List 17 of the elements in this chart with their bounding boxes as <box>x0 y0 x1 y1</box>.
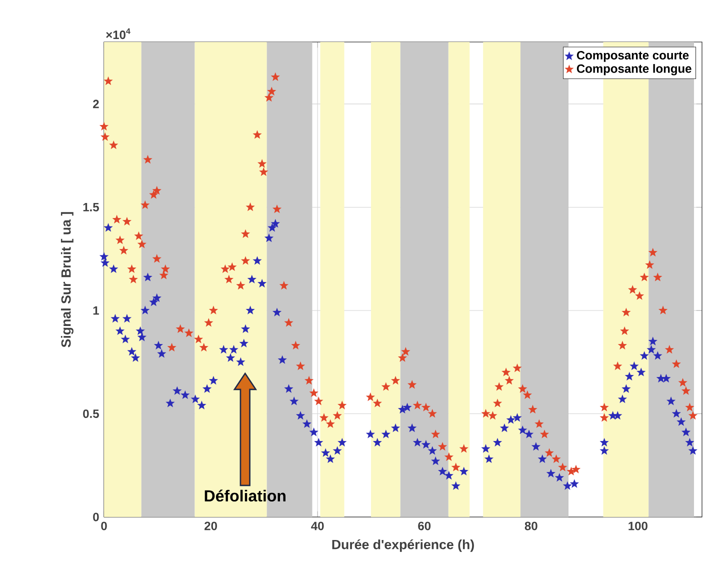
x-tick-label: 0 <box>101 522 107 530</box>
x-tick-label: 40 <box>311 522 324 530</box>
legend-label: Composante courte <box>576 51 689 62</box>
y-tick-label: 1 <box>93 306 99 315</box>
legend-label: Composante longue <box>576 64 692 76</box>
y-tick-label: 1.5 <box>83 203 99 212</box>
x-tick-label: 60 <box>418 522 431 530</box>
y-tick-label: 0.5 <box>83 409 99 418</box>
text: ×10$^{4}$ <box>106 28 130 40</box>
y-tick-label: 2 <box>93 100 99 108</box>
y-axis-title: Signal Sur Bruit [ ua ] <box>60 212 74 348</box>
x-tick-label: 100 <box>628 522 648 530</box>
x-tick-label: 20 <box>204 522 217 530</box>
x-tick-label: 80 <box>524 522 538 530</box>
annotation: Défoliation <box>204 490 286 502</box>
y-tick-label: 0 <box>93 512 99 522</box>
x-axis-title: Durée d'expérience (h) <box>332 539 474 552</box>
